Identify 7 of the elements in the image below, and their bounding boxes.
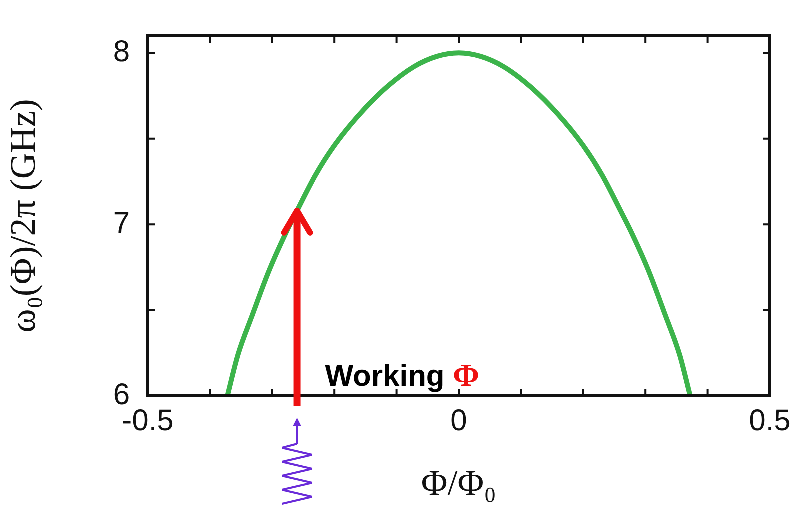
x-tick-label: 0.5 [749,404,791,438]
y-tick-label: 7 [113,206,130,240]
annotation: Working Φ [325,357,480,393]
y-tick-label: 8 [113,35,130,68]
x-axis-title: Φ/Φ₀ [421,462,497,503]
y-axis-title: ω₀(Φ)/2π (GHz) [3,99,44,333]
x-tick-label: 0 [450,404,468,438]
